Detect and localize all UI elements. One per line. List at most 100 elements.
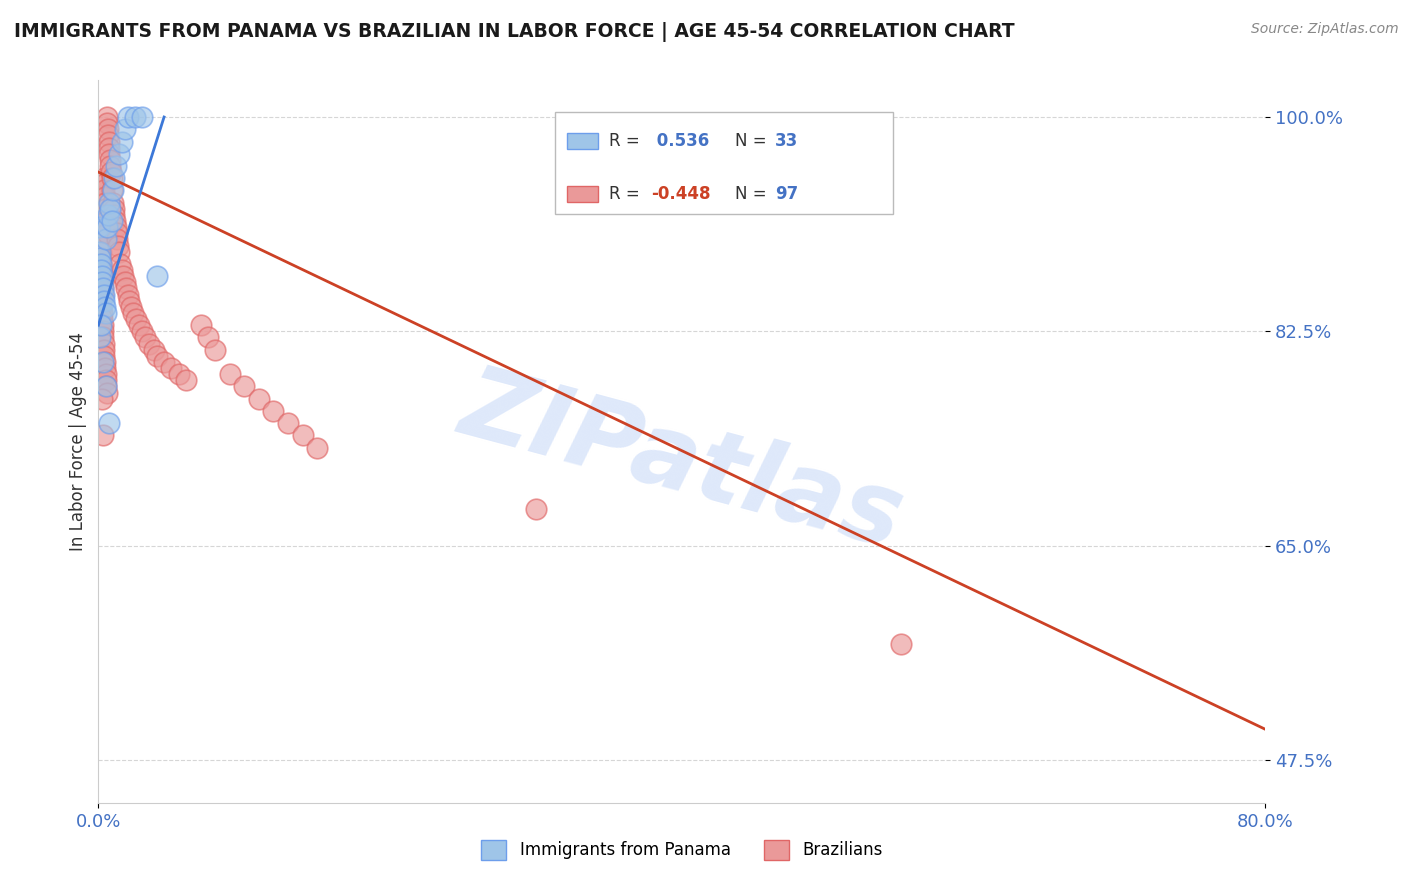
Point — [89, 220, 111, 235]
Point — [91, 330, 114, 344]
Point — [110, 257, 132, 271]
Legend: Immigrants from Panama, Brazilians: Immigrants from Panama, Brazilians — [475, 833, 889, 867]
Point — [90, 269, 112, 284]
Point — [204, 343, 226, 357]
Point — [91, 287, 114, 301]
Point — [138, 336, 160, 351]
Point — [94, 379, 117, 393]
Point — [98, 159, 121, 173]
Point — [90, 263, 112, 277]
Point — [90, 300, 112, 314]
Point — [91, 355, 114, 369]
Point — [104, 220, 127, 235]
Point — [91, 318, 114, 333]
Point — [291, 428, 314, 442]
Point — [91, 281, 114, 295]
Point — [93, 336, 115, 351]
Point — [90, 318, 112, 333]
Point — [131, 324, 153, 338]
Point — [218, 367, 240, 381]
Point — [93, 184, 115, 198]
Point — [105, 232, 128, 246]
Point — [890, 637, 912, 651]
Point — [94, 208, 117, 222]
Point — [125, 312, 148, 326]
Point — [91, 281, 114, 295]
Point — [94, 202, 117, 216]
Point — [190, 318, 212, 333]
Point — [160, 361, 183, 376]
Point — [120, 300, 142, 314]
Point — [247, 392, 270, 406]
Point — [93, 178, 115, 192]
Point — [131, 110, 153, 124]
Point — [93, 293, 115, 308]
Point — [100, 214, 122, 228]
Point — [97, 128, 120, 143]
Point — [101, 195, 124, 210]
Text: R =: R = — [609, 186, 645, 203]
Point — [89, 263, 111, 277]
Point — [91, 312, 114, 326]
Point — [97, 195, 120, 210]
Point — [103, 171, 125, 186]
Point — [90, 257, 112, 271]
Point — [263, 404, 285, 418]
Point — [142, 343, 165, 357]
Text: 0.536: 0.536 — [651, 132, 709, 150]
Point — [117, 287, 139, 301]
Point — [93, 343, 115, 357]
Point — [90, 306, 112, 320]
Y-axis label: In Labor Force | Age 45-54: In Labor Force | Age 45-54 — [69, 332, 87, 551]
Point — [89, 232, 111, 246]
Point — [91, 269, 114, 284]
Point — [96, 232, 118, 246]
Point — [97, 208, 120, 222]
Point — [114, 122, 136, 136]
Point — [90, 293, 112, 308]
Point — [89, 238, 111, 252]
Point — [94, 367, 117, 381]
Point — [89, 330, 111, 344]
Point — [100, 171, 122, 186]
Point — [128, 318, 150, 333]
Point — [146, 349, 169, 363]
Point — [93, 171, 115, 186]
Point — [90, 244, 112, 259]
Point — [98, 202, 121, 216]
Point — [108, 146, 131, 161]
Point — [89, 257, 111, 271]
Point — [97, 135, 120, 149]
Point — [114, 276, 136, 290]
Point — [105, 227, 128, 241]
Point — [94, 361, 117, 376]
Point — [97, 416, 120, 430]
Point — [153, 355, 176, 369]
Point — [277, 416, 299, 430]
Text: ZIPatlas: ZIPatlas — [450, 358, 914, 569]
Point — [93, 189, 115, 203]
Point — [89, 220, 111, 235]
Text: IMMIGRANTS FROM PANAMA VS BRAZILIAN IN LABOR FORCE | AGE 45-54 CORRELATION CHART: IMMIGRANTS FROM PANAMA VS BRAZILIAN IN L… — [14, 22, 1015, 42]
Point — [91, 324, 114, 338]
Point — [104, 214, 127, 228]
Point — [89, 269, 111, 284]
Point — [93, 349, 115, 363]
Point — [90, 392, 112, 406]
Point — [100, 165, 122, 179]
Point — [103, 208, 125, 222]
Point — [98, 146, 121, 161]
Point — [94, 306, 117, 320]
Point — [96, 227, 118, 241]
Point — [90, 263, 112, 277]
Point — [108, 244, 131, 259]
Point — [101, 184, 124, 198]
Text: 33: 33 — [775, 132, 799, 150]
Text: 97: 97 — [775, 186, 799, 203]
Point — [89, 281, 111, 295]
Point — [104, 159, 127, 173]
Point — [233, 379, 256, 393]
Point — [91, 276, 114, 290]
Point — [167, 367, 190, 381]
Point — [118, 293, 141, 308]
